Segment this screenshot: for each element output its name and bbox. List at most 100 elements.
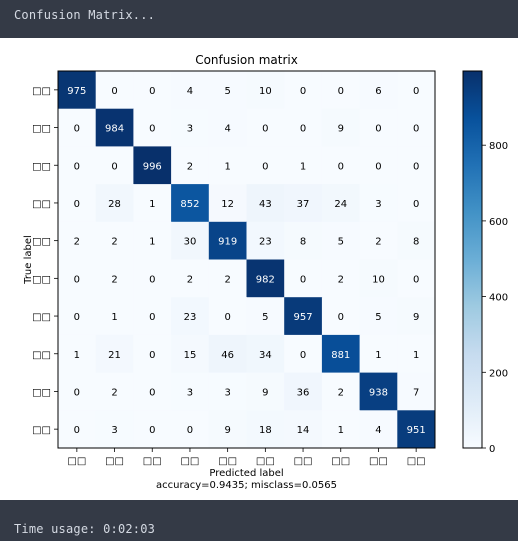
cell-value-label: 0 <box>111 161 117 172</box>
plot-frame <box>57 70 436 449</box>
heatmap-cell <box>284 334 323 374</box>
cell-value-label: 0 <box>224 312 230 323</box>
heatmap-cell <box>284 259 323 298</box>
heatmap-cell <box>359 410 398 449</box>
heatmap-cell <box>321 334 361 374</box>
cell-value-label: 1 <box>224 161 230 172</box>
cell-value-label: 8 <box>300 237 306 248</box>
heatmap-cell <box>208 108 247 147</box>
x-tick-label: □□ <box>369 456 388 467</box>
heatmap-cell <box>95 221 134 260</box>
cell-value-label: 2 <box>111 237 117 248</box>
heatmap-cell <box>208 184 247 223</box>
heatmap-cell <box>95 334 134 374</box>
cell-value-label: 23 <box>184 312 197 323</box>
colorbar-tick-label: 200 <box>489 368 508 379</box>
colorbar-tick-label: 0 <box>489 444 495 455</box>
cell-value-label: 0 <box>338 161 344 172</box>
cell-value-label: 37 <box>297 199 310 210</box>
cell-value-label: 0 <box>74 161 80 172</box>
heatmap-cell <box>95 184 134 223</box>
heatmap-cell <box>58 71 97 110</box>
heatmap-cell <box>397 372 436 411</box>
cell-value-label: 9 <box>338 124 344 135</box>
cell-value-label: 982 <box>256 274 275 285</box>
cell-value-label: 0 <box>338 86 344 97</box>
heatmap-cell <box>359 184 398 223</box>
y-tick-label: □□ <box>32 274 51 285</box>
heatmap-cell <box>171 221 210 260</box>
heatmap-cell <box>284 410 323 449</box>
cell-value-label: 3 <box>375 199 381 210</box>
cell-value-label: 0 <box>149 387 155 398</box>
heatmap-cell <box>95 259 134 298</box>
heatmap-cell <box>284 146 323 185</box>
heatmap-cell <box>284 297 323 336</box>
cell-value-label: 3 <box>187 387 193 398</box>
heatmap-cell <box>171 410 210 449</box>
cell-value-label: 1 <box>111 312 117 323</box>
heatmap-cell <box>58 221 97 260</box>
cell-value-label: 0 <box>149 350 155 361</box>
heatmap-cell <box>246 259 285 298</box>
x-tick-label: □□ <box>143 456 162 467</box>
cell-value-label: 6 <box>375 86 381 97</box>
heatmap-cell <box>133 184 172 223</box>
cell-value-label: 7 <box>413 387 419 398</box>
heatmap-cell <box>208 334 247 374</box>
y-tick-label: □□ <box>32 387 51 398</box>
heatmap-cell <box>95 108 134 147</box>
cell-value-label: 36 <box>297 387 310 398</box>
heatmap-cell <box>359 221 398 260</box>
heatmap-cell <box>58 297 97 336</box>
x-tick-label: □□ <box>180 456 199 467</box>
heatmap-cell <box>246 146 285 185</box>
heatmap-cell <box>133 71 172 110</box>
heatmap-cell <box>58 108 97 147</box>
heatmap-cell <box>208 221 247 260</box>
cell-value-label: 21 <box>108 350 121 361</box>
cell-value-label: 1 <box>375 350 381 361</box>
heatmap-cell <box>246 297 285 336</box>
cell-value-label: 1 <box>338 425 344 436</box>
cell-value-label: 0 <box>74 312 80 323</box>
cell-value-label: 938 <box>369 387 388 398</box>
cell-value-label: 0 <box>413 274 419 285</box>
heatmap-cell <box>246 221 285 260</box>
cell-value-label: 996 <box>143 161 162 172</box>
colorbar-tick-label: 600 <box>489 217 508 228</box>
heatmap-cell <box>321 372 361 411</box>
cell-value-label: 2 <box>74 237 80 248</box>
cell-value-label: 1 <box>149 199 155 210</box>
cell-value-label: 15 <box>184 350 197 361</box>
heatmap-cell <box>397 146 436 185</box>
x-tick-label: □□ <box>331 456 350 467</box>
cell-value-label: 0 <box>74 387 80 398</box>
cell-value-label: 0 <box>413 124 419 135</box>
heatmap-cell <box>133 372 172 411</box>
console-footer: Time usage: 0:02:03 <box>14 522 156 536</box>
heatmap-cell <box>95 71 134 110</box>
heatmap-cell <box>284 221 323 260</box>
cell-value-label: 984 <box>105 124 124 135</box>
cell-value-label: 2 <box>338 274 344 285</box>
cell-value-label: 4 <box>375 425 381 436</box>
y-tick-label: □□ <box>32 86 51 97</box>
cell-value-label: 23 <box>259 237 272 248</box>
heatmap-cell <box>133 297 172 336</box>
heatmap-cell <box>58 410 97 449</box>
y-tick-label: □□ <box>32 161 51 172</box>
colorbar <box>462 70 483 449</box>
x-axis-label: Predicted label <box>209 468 283 479</box>
heatmap-cell <box>171 372 210 411</box>
cell-value-label: 0 <box>74 425 80 436</box>
heatmap-cell <box>246 334 285 374</box>
cell-value-label: 2 <box>187 161 193 172</box>
cell-value-label: 975 <box>67 86 86 97</box>
cell-value-label: 881 <box>331 350 350 361</box>
cell-value-label: 9 <box>413 312 419 323</box>
y-tick-label: □□ <box>32 350 51 361</box>
cell-value-label: 0 <box>300 86 306 97</box>
cell-value-label: 0 <box>149 124 155 135</box>
heatmap-cell <box>321 184 361 223</box>
